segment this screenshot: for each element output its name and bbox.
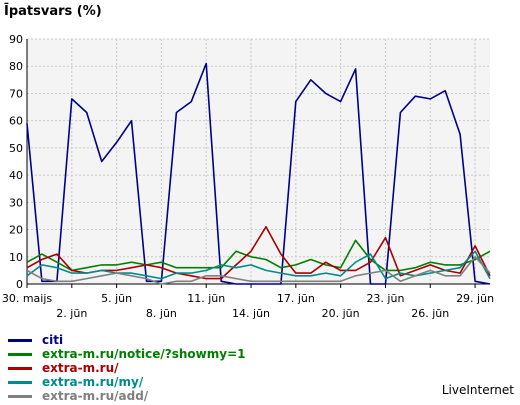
legend-item-1: citi [8,333,246,347]
x-tick-label: 26. jūn [411,307,449,320]
plot-area [27,39,490,284]
y-tick-label: 40 [9,169,23,182]
y-tick-label: 30 [9,196,23,209]
legend: citi extra-m.ru/notice/?showmy=1 extra-m.r… [8,333,246,403]
series-line-5 [26,255,491,285]
series-line-2 [26,239,491,272]
y-tick-label: 0 [16,278,23,291]
series-line-1 [26,62,491,285]
x-tick-label: 20. jūn [322,307,360,320]
legend-item-5: extra-m.ru/add/ [8,389,246,403]
legend-label: extra-m.ru/notice/?showmy=1 [42,347,246,361]
legend-item-2: extra-m.ru/notice/?showmy=1 [8,347,246,361]
y-tick-label: 60 [9,115,23,128]
legend-label: extra-m.ru/ [42,361,119,375]
x-tick-label: 8. jūn [146,307,177,320]
y-tick-label: 80 [9,60,23,73]
chart-title: Īpatsvars (%) [4,4,102,19]
legend-swatch [8,338,32,342]
legend-label: extra-m.ru/my/ [42,375,144,389]
legend-swatch [8,366,32,370]
x-tick-label: 17. jūn [277,292,315,305]
x-tick-label: 2. jūn [56,307,87,320]
brand-label: LiveInternet [441,383,514,397]
series-line-4 [26,250,491,280]
legend-label: extra-m.ru/add/ [42,389,149,403]
legend-item-3: extra-m.ru/ [8,361,246,375]
legend-item-4: extra-m.ru/my/ [8,375,246,389]
x-tick-label: 14. jūn [232,307,270,320]
y-tick-label: 20 [9,224,23,237]
x-tick-label: 23. jūn [366,292,404,305]
y-tick-label: 10 [9,251,23,264]
legend-swatch [8,394,32,398]
legend-swatch [8,352,32,356]
y-tick-label: 50 [9,142,23,155]
legend-label: citi [42,333,64,347]
y-tick-label: 90 [9,33,23,46]
x-tick-label: 5. jūn [101,292,132,305]
x-tick-label: 11. jūn [187,292,225,305]
y-tick-label: 70 [9,87,23,100]
legend-swatch [8,380,32,384]
x-tick-label: 29. jūn [456,292,494,305]
x-tick-label: 30. maijs [2,292,53,305]
